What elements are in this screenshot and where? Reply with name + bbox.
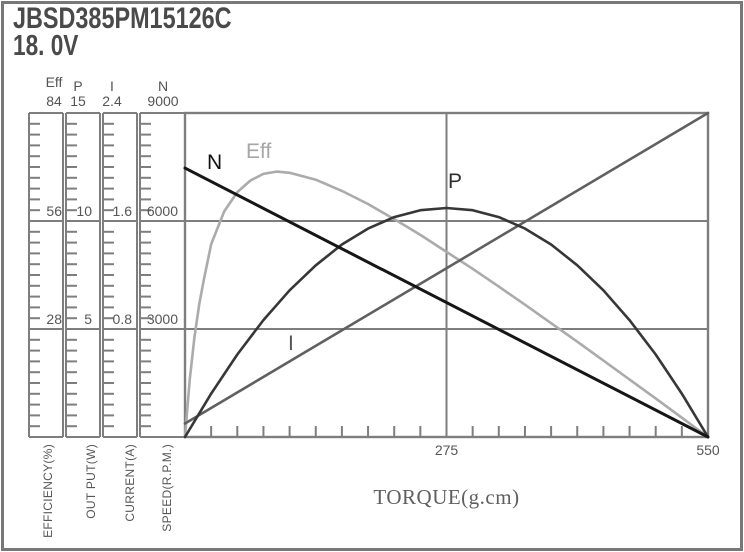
axis-max-P: 15 [70, 93, 86, 109]
curve-label-I: I [288, 332, 294, 355]
curve-P [183, 206, 710, 439]
axis-name-P: P [73, 78, 83, 94]
axis-max-I: 2.4 [102, 93, 122, 109]
motor-model-title: JBSD385PM15126C [13, 2, 232, 35]
curve-Eff [183, 170, 710, 439]
curve-N [183, 166, 710, 439]
axis-unit-N: SPEED(R.P.M.) [160, 444, 174, 532]
test-voltage-label: 18. 0V [13, 30, 79, 62]
axis-unit-P: OUT PUT(W) [84, 444, 98, 519]
axis-max-N: 9000 [147, 93, 179, 109]
axis-max-Eff: 84 [46, 93, 62, 109]
axis-unit-Eff: EFFICIENCY(%) [41, 444, 55, 538]
x-tick-label-550: 550 [696, 442, 720, 458]
scale-label-P-5: 5 [84, 311, 92, 327]
curve-label-P: P [448, 170, 463, 193]
x-axis-title: TORQUE(g.cm) [373, 485, 520, 509]
axis-name-N: N [157, 78, 169, 94]
scale-label-I-1.6: 1.6 [112, 203, 132, 219]
x-tick-label-275: 275 [434, 442, 459, 458]
scale-label-I-0.8: 0.8 [112, 311, 132, 327]
scale-label-N-3000: 3000 [146, 311, 178, 327]
axis-header-Eff: Eff 84 [22, 75, 86, 109]
axis-header-P: P 15 [46, 79, 110, 109]
curve-label-N: N [207, 151, 223, 174]
scale-label-P-10: 10 [76, 203, 92, 219]
axis-name-Eff: Eff [45, 74, 63, 90]
scale-label-Eff-28: 28 [46, 311, 62, 327]
scale-label-Eff-56: 56 [46, 203, 62, 219]
axis-header-I: I 2.4 [80, 79, 144, 109]
axis-name-I: I [110, 78, 114, 94]
curve-label-Eff: Eff [246, 140, 272, 163]
axis-unit-I: CURRENT(A) [123, 444, 137, 522]
scale-label-N-6000: 6000 [146, 203, 178, 219]
axis-header-N: N 9000 [131, 79, 195, 109]
curve-I [183, 111, 710, 425]
